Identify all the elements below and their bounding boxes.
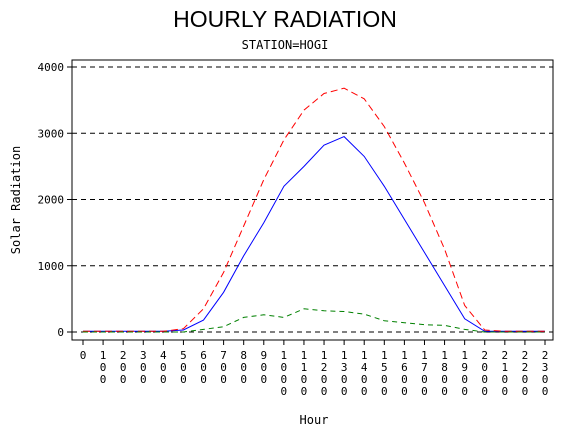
x-tick-label: 0	[80, 349, 87, 362]
x-axis-ticks: 0 1 0 0 2 0 0 3 0 0 4 0 0 5 0 0 6 0 0 7 0 0 8 0 0 9 0 0 1 0 0 0 1 1 0 0 1 2 0 0…	[80, 340, 549, 398]
series-line-3	[83, 308, 545, 333]
y-tick-label: 1000	[38, 260, 65, 273]
x-axis-label: Hour	[300, 413, 329, 427]
chart-subtitle: STATION=HOGI	[241, 38, 329, 52]
series-line-1	[83, 136, 545, 332]
y-tick-label: 0	[57, 326, 64, 339]
y-axis-ticks: 0 1000 2000 3000 4000	[38, 61, 72, 339]
series-line-2	[83, 87, 545, 332]
series-lines	[83, 87, 545, 333]
y-tick-label: 2000	[38, 194, 65, 207]
y-tick-label: 4000	[38, 61, 65, 74]
y-axis-label: Solar Radiation	[9, 146, 23, 254]
y-tick-label: 3000	[38, 127, 65, 140]
grid-lines	[72, 66, 553, 333]
chart-title: HOURLY RADIATION	[173, 6, 397, 32]
